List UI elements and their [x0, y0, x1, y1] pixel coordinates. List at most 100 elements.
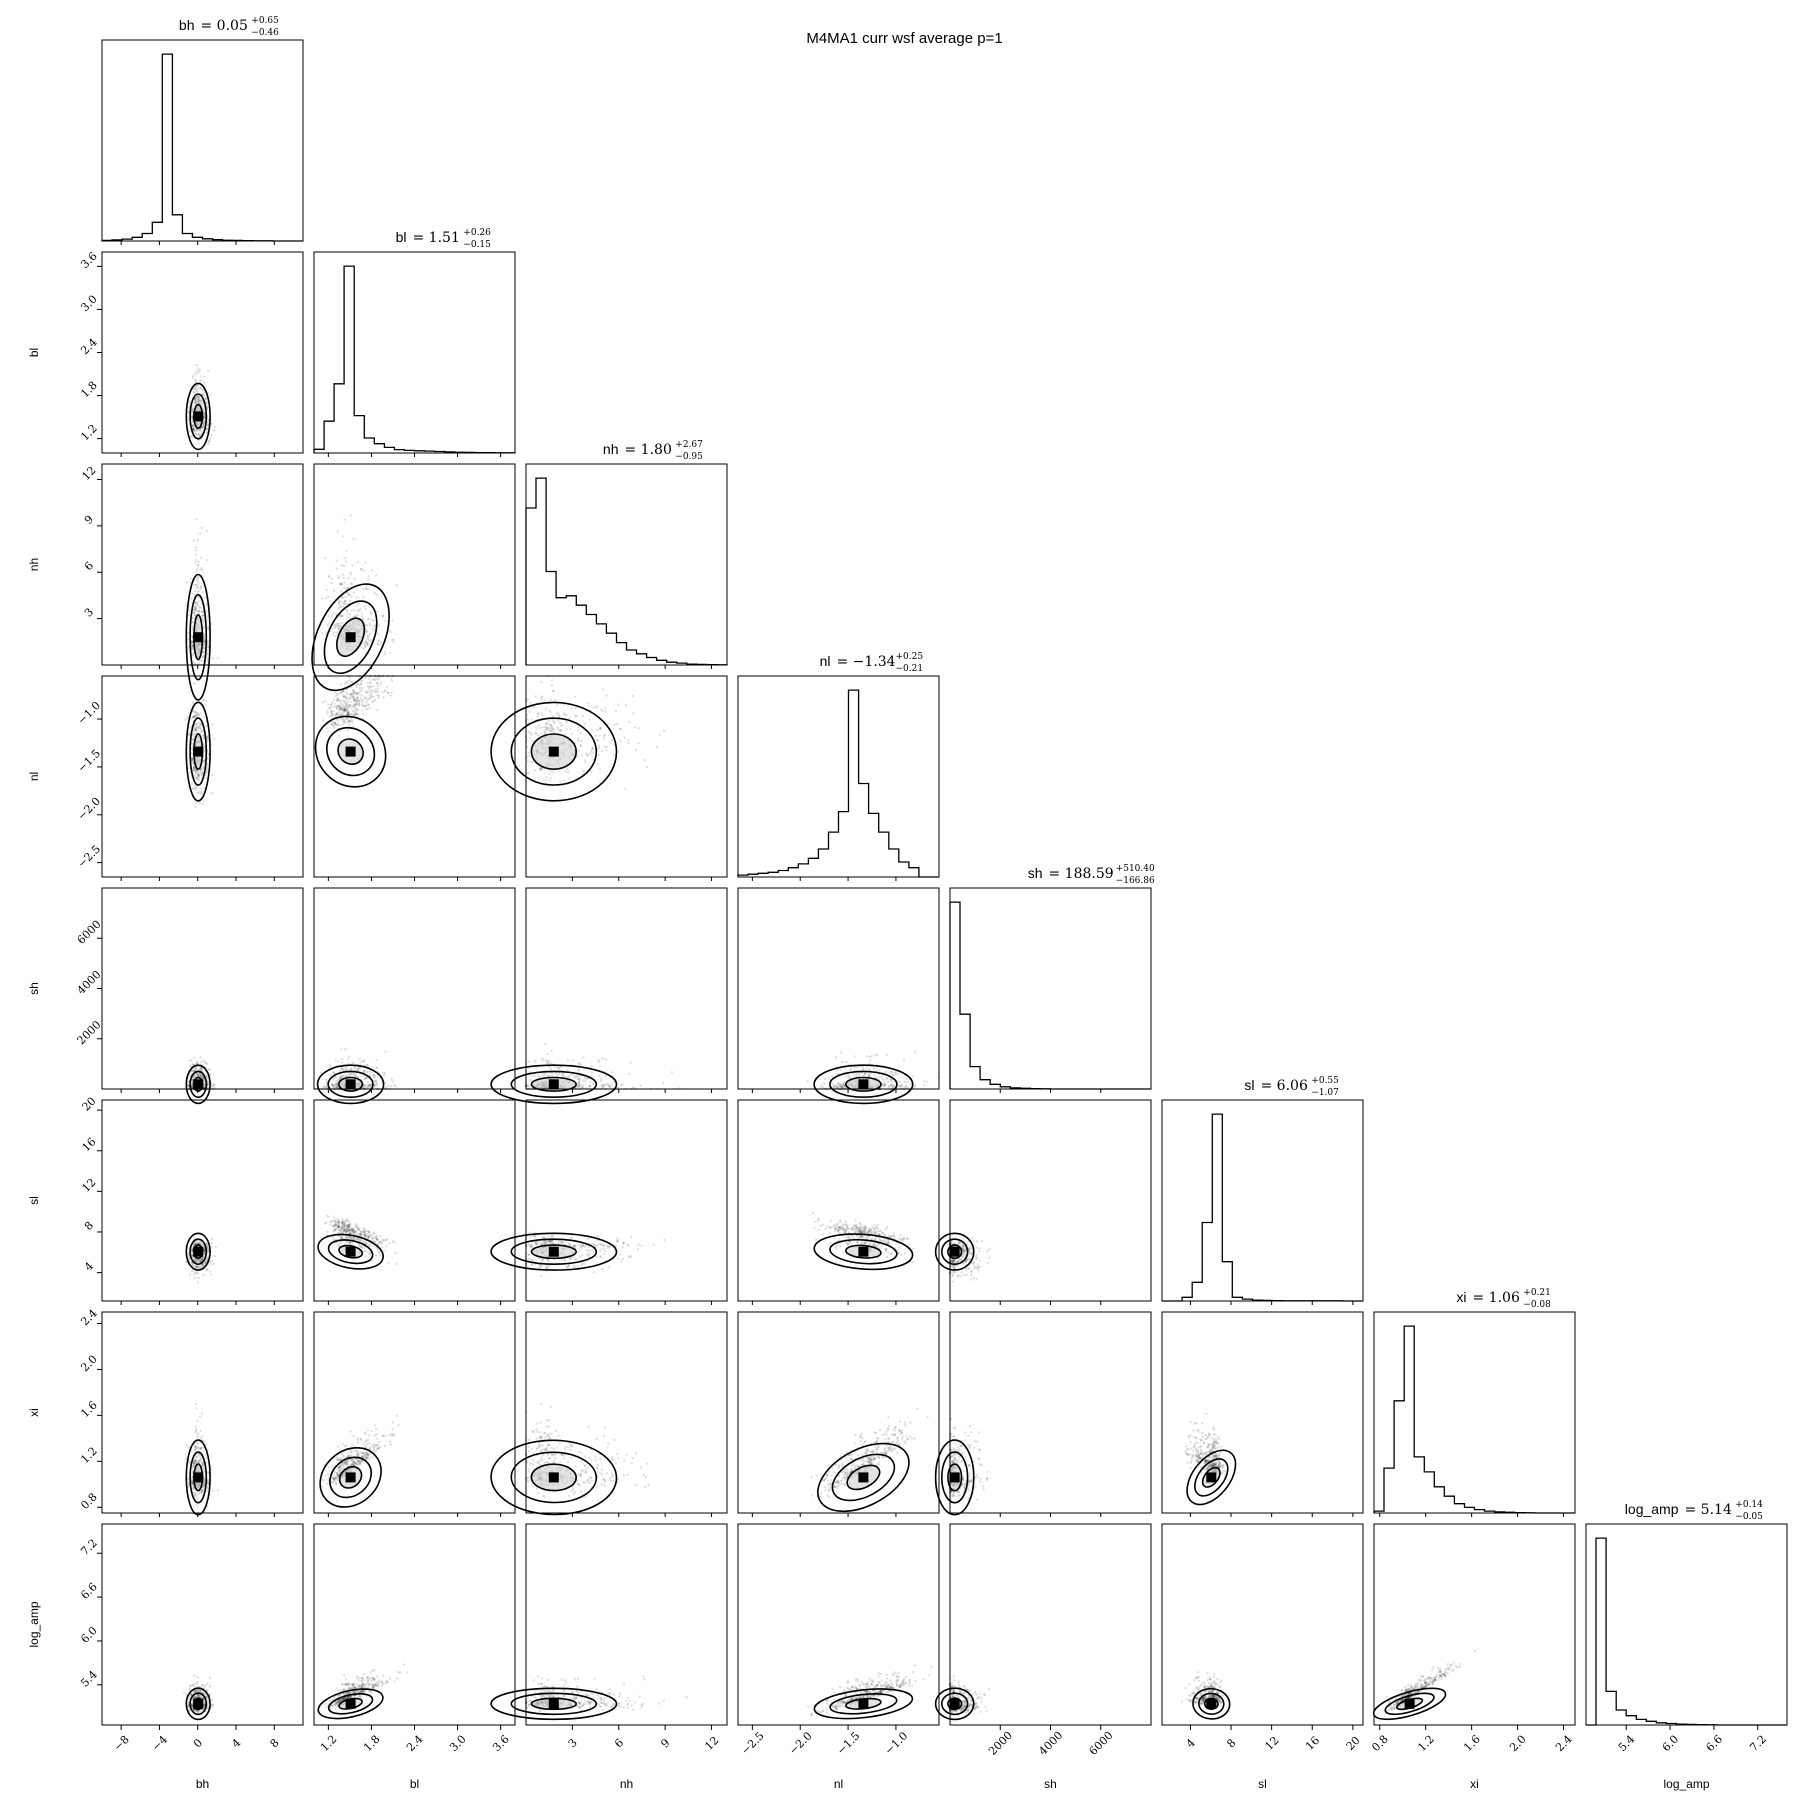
scatter-point	[603, 1252, 606, 1256]
scatter-point	[202, 419, 206, 423]
y-axis-label-bl: bl	[27, 348, 41, 357]
scatter-point	[331, 1219, 335, 1223]
scatter-point	[858, 1074, 861, 1077]
scatter-point	[187, 646, 190, 649]
scatter-point	[540, 1274, 543, 1278]
y-tick-label: 9	[82, 513, 96, 527]
scatter-point	[370, 689, 374, 692]
scatter-point	[602, 735, 606, 738]
scatter-point	[541, 1057, 544, 1060]
scatter-point	[346, 712, 350, 715]
scatter-point	[194, 605, 197, 609]
scatter-point	[193, 398, 197, 402]
scatter-point	[536, 715, 539, 718]
scatter-point	[555, 713, 559, 716]
scatter-point	[201, 614, 204, 618]
panel-bh-vs-bh: bh = 0.05 +0.65−0.46	[101, 16, 304, 245]
scatter-point	[329, 703, 333, 707]
scatter-point	[362, 647, 366, 650]
scatter-point	[353, 703, 356, 706]
scatter-point	[548, 779, 551, 782]
scatter-point	[629, 1061, 633, 1064]
scatter-point	[567, 1075, 571, 1078]
scatter-point	[197, 397, 200, 401]
scatter-point	[199, 712, 202, 715]
scatter-point	[200, 792, 203, 796]
scatter-point	[596, 728, 599, 732]
scatter-point	[331, 1235, 334, 1239]
scatter-point	[340, 583, 343, 586]
scatter-point	[187, 1080, 190, 1084]
y-tick-label: 4	[82, 1259, 96, 1273]
scatter-point	[556, 703, 559, 707]
scatter-point	[336, 698, 339, 701]
scatter-point	[385, 1238, 389, 1241]
scatter-point	[336, 1217, 339, 1221]
scatter-point	[351, 709, 355, 713]
scatter-point	[356, 609, 360, 612]
scatter-point	[540, 732, 543, 736]
scatter-point	[187, 638, 190, 641]
scatter-point	[343, 564, 346, 568]
scatter-point	[190, 415, 194, 419]
scatter-point	[350, 685, 353, 689]
scatter-point	[543, 731, 546, 734]
scatter-point	[205, 529, 209, 533]
scatter-point	[196, 725, 199, 729]
scatter-point	[342, 586, 346, 590]
scatter-point	[212, 1262, 215, 1266]
scatter-point	[196, 583, 199, 587]
scatter-point	[356, 691, 360, 695]
scatter-point	[206, 405, 210, 409]
scatter-point	[861, 1068, 865, 1071]
scatter-point	[348, 723, 351, 726]
scatter-point	[590, 750, 593, 753]
scatter-point	[356, 697, 359, 700]
scatter-point	[192, 390, 196, 393]
scatter-point	[203, 416, 206, 419]
scatter-point	[392, 638, 395, 641]
scatter-point	[607, 1266, 611, 1269]
scatter-point	[574, 696, 577, 699]
scatter-point	[191, 376, 194, 379]
scatter-point	[331, 712, 335, 715]
scatter-point	[197, 400, 200, 403]
scatter-point	[206, 657, 209, 661]
scatter-point	[373, 1084, 376, 1087]
scatter-point	[360, 612, 363, 615]
scatter-point	[346, 593, 350, 596]
scatter-point	[192, 621, 195, 624]
y-tick-label: 6	[82, 559, 96, 573]
scatter-point	[206, 423, 210, 427]
scatter-point	[551, 770, 554, 774]
scatter-point	[364, 705, 367, 708]
y-tick-label: 2000	[75, 1018, 104, 1047]
scatter-point	[604, 710, 607, 713]
scatter-point	[198, 532, 202, 535]
histogram-bl	[313, 265, 516, 454]
scatter-point	[627, 739, 630, 742]
scatter-point	[191, 427, 195, 430]
scatter-point	[342, 573, 345, 576]
scatter-point	[539, 726, 542, 729]
scatter-point	[899, 1085, 902, 1088]
scatter-point	[216, 656, 219, 659]
scatter-point	[329, 630, 333, 633]
scatter-point	[202, 394, 205, 397]
scatter-point	[579, 732, 582, 735]
scatter-point	[203, 716, 206, 719]
scatter-point	[621, 1083, 624, 1086]
scatter-point	[341, 1221, 344, 1225]
scatter-point	[190, 645, 194, 649]
scatter-point	[191, 640, 194, 644]
panel-frame	[737, 887, 940, 1090]
scatter-point	[331, 738, 334, 741]
scatter-point	[913, 1085, 916, 1089]
density-peak	[193, 1079, 204, 1090]
scatter-point	[363, 1249, 366, 1253]
scatter-point	[643, 758, 647, 762]
scatter-point	[600, 1248, 603, 1251]
scatter-point	[374, 1066, 378, 1069]
scatter-point	[370, 613, 373, 616]
